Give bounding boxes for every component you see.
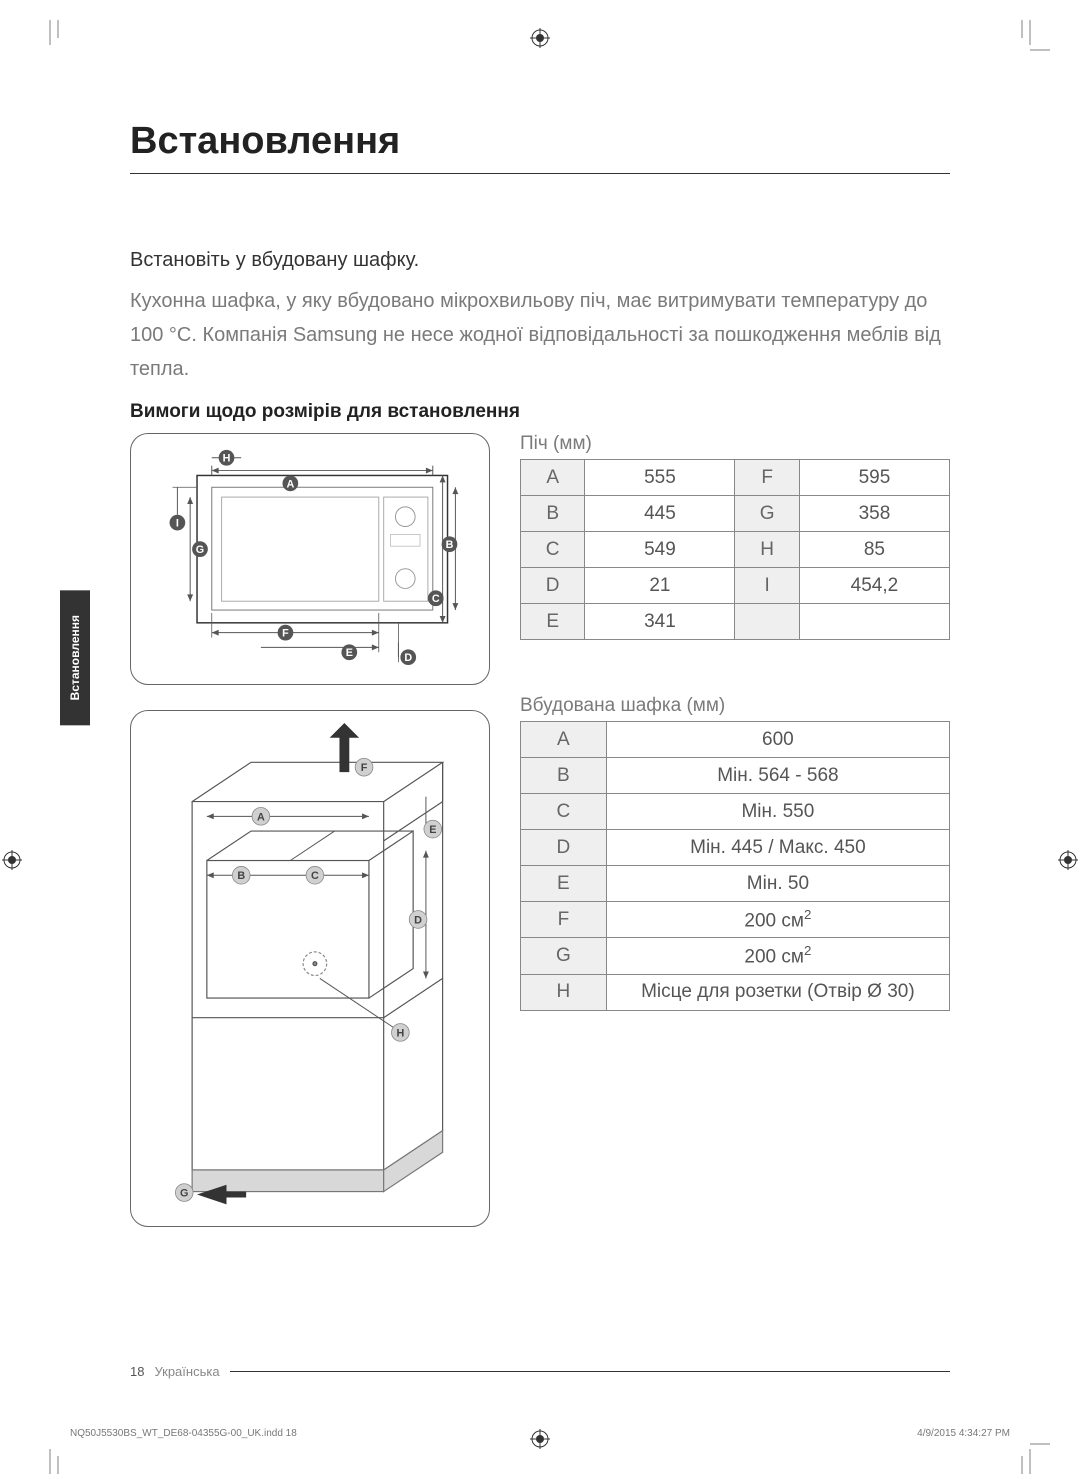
main-title: Встановлення: [130, 120, 950, 163]
oven-dimensions-table: A555F595B445G358C549H85D21I454,2E341: [520, 459, 950, 640]
meta-date: 4/9/2015 4:34:27 PM: [917, 1428, 1010, 1439]
svg-text:H: H: [223, 453, 231, 465]
table-row: F200 см2: [521, 902, 950, 938]
svg-text:E: E: [346, 647, 353, 659]
table-row: D21I454,2: [521, 568, 950, 604]
page-number: 18: [130, 1364, 144, 1379]
svg-text:F: F: [361, 762, 368, 774]
table1-caption: Піч (мм): [520, 433, 950, 455]
table-row: HМісце для розетки (Отвір Ø 30): [521, 974, 950, 1010]
table-row: C549H85: [521, 532, 950, 568]
diagram-cabinet: A B C D E F G H: [130, 710, 490, 1227]
body-text: Кухонна шафка, у яку вбудовано мікрохвил…: [130, 284, 950, 386]
diagram-oven-dimensions: A B C D E F G H I: [130, 433, 490, 685]
table-row: A600: [521, 722, 950, 758]
svg-text:G: G: [196, 544, 204, 556]
table-row: EМін. 50: [521, 866, 950, 902]
svg-text:G: G: [180, 1187, 188, 1199]
page-footer: 18 Українська: [130, 1364, 950, 1379]
svg-text:A: A: [286, 478, 294, 490]
page-language: Українська: [154, 1364, 219, 1379]
table-row: B445G358: [521, 496, 950, 532]
cabinet-dimensions-table: A600BМін. 564 - 568CМін. 550DМін. 445 / …: [520, 721, 950, 1011]
section-heading: Вимоги щодо розмірів для встановлення: [130, 401, 950, 423]
table-row: BМін. 564 - 568: [521, 758, 950, 794]
svg-text:H: H: [396, 1027, 404, 1039]
svg-text:D: D: [414, 914, 422, 926]
svg-text:D: D: [404, 652, 412, 664]
meta-file: NQ50J5530BS_WT_DE68-04355G-00_UK.indd 18: [70, 1428, 297, 1439]
table-row: E341: [521, 604, 950, 640]
svg-text:B: B: [237, 870, 245, 882]
table-row: G200 см2: [521, 938, 950, 974]
svg-text:E: E: [429, 824, 436, 836]
svg-text:A: A: [257, 811, 265, 823]
sub-heading: Встановіть у вбудовану шафку.: [130, 249, 950, 272]
page-content: Встановлення Встановіть у вбудовану шафк…: [0, 0, 1080, 1307]
table-row: DМін. 445 / Макс. 450: [521, 830, 950, 866]
svg-text:C: C: [311, 870, 319, 882]
svg-text:F: F: [282, 628, 289, 640]
svg-text:C: C: [432, 593, 440, 605]
title-rule: [130, 173, 950, 174]
svg-text:B: B: [446, 539, 454, 551]
print-metadata: NQ50J5530BS_WT_DE68-04355G-00_UK.indd 18…: [70, 1428, 1010, 1439]
svg-text:I: I: [176, 518, 179, 530]
table-row: A555F595: [521, 460, 950, 496]
table-row: CМін. 550: [521, 794, 950, 830]
table2-caption: Вбудована шафка (мм): [520, 695, 950, 717]
